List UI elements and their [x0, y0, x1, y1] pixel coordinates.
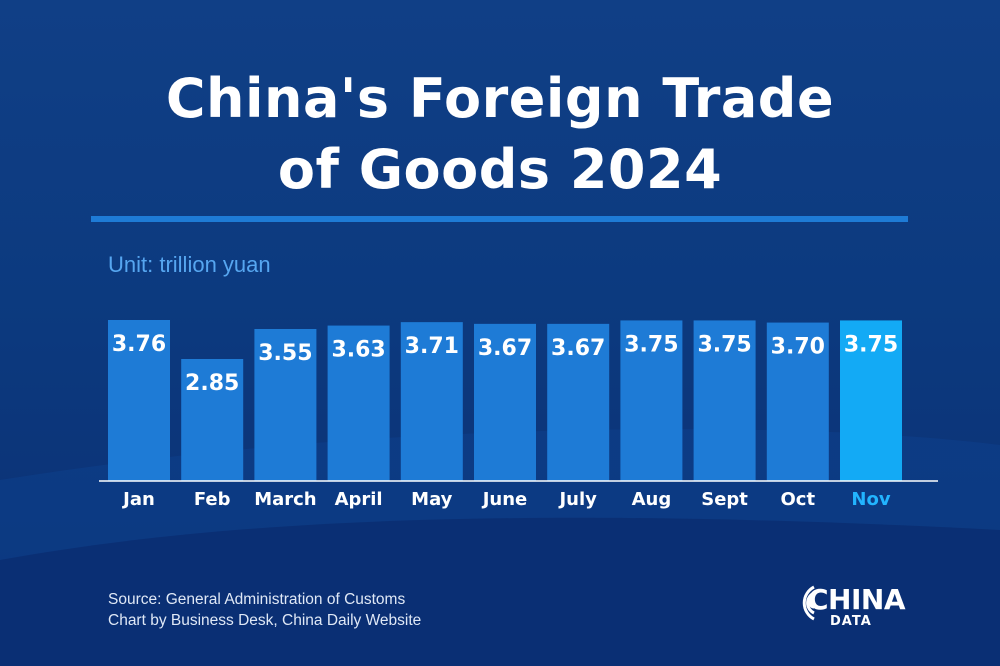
bar-aug [620, 320, 683, 481]
category-label-may: May [411, 489, 453, 510]
value-label-aug: 3.75 [624, 332, 678, 357]
category-label-july: July [557, 489, 597, 510]
value-label-oct: 3.70 [771, 335, 825, 360]
source-line: Source: General Administration of Custom… [108, 591, 406, 608]
value-label-jan: 3.76 [112, 332, 166, 357]
bar-oct [766, 322, 829, 481]
category-label-march: March [254, 489, 316, 510]
bar-may [400, 322, 463, 481]
bar-june [474, 323, 536, 481]
chart-title-line-2: of Goods 2024 [277, 138, 723, 201]
category-label-oct: Oct [781, 489, 816, 510]
value-label-nov: 3.75 [844, 332, 898, 357]
logo-sub-text: DATA [830, 614, 872, 629]
bar-feb [181, 359, 244, 481]
logo-main-text: CHINA [808, 583, 906, 616]
unit-label: Unit: trillion yuan [108, 252, 271, 277]
bar-sept [693, 320, 756, 481]
value-label-feb: 2.85 [185, 371, 239, 396]
bar-april [327, 325, 390, 481]
bar-july [547, 323, 610, 481]
category-label-nov: Nov [851, 489, 890, 510]
source-note: Source: General Administration of Custom… [108, 589, 421, 631]
credit-line: Chart by Business Desk, China Daily Webs… [108, 612, 422, 629]
value-label-july: 3.67 [551, 336, 605, 361]
value-label-may: 3.71 [405, 334, 459, 359]
bar-march [254, 329, 317, 481]
category-label-feb: Feb [194, 489, 231, 510]
bar-nov [840, 320, 902, 481]
category-label-aug: Aug [632, 489, 672, 510]
category-label-june: June [481, 489, 528, 510]
value-label-march: 3.55 [258, 341, 312, 366]
bar-jan [108, 320, 170, 481]
category-label-sept: Sept [701, 489, 748, 510]
value-label-sept: 3.75 [697, 332, 751, 357]
chart-title-line-1: China's Foreign Trade [165, 67, 835, 130]
category-label-jan: Jan [121, 489, 155, 510]
title-divider [91, 216, 908, 222]
value-label-june: 3.67 [478, 336, 532, 361]
china-data-logo: CHINA DATA [788, 575, 918, 635]
category-label-april: April [335, 489, 383, 510]
signal-arcs-icon [802, 585, 815, 621]
value-label-april: 3.63 [331, 338, 385, 363]
